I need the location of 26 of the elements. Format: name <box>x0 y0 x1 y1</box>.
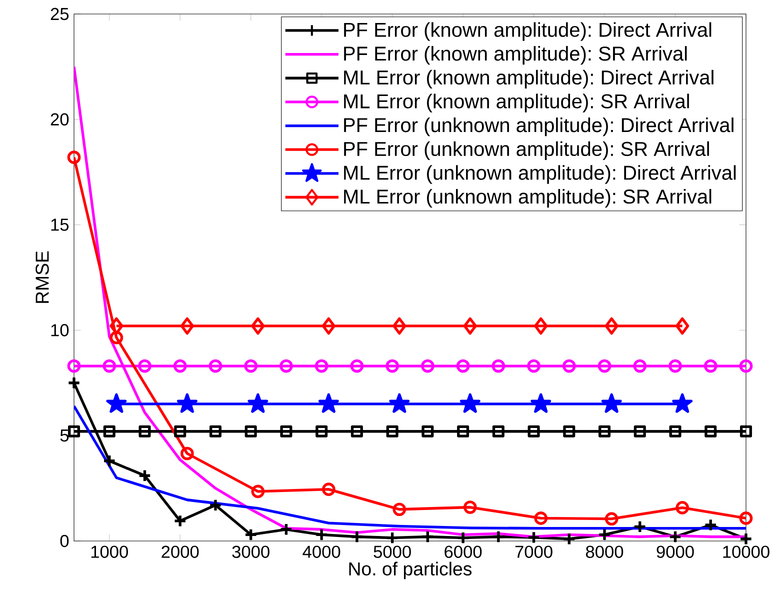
legend-label: ML Error (known amplitude): Direct Arrival <box>344 70 714 89</box>
x-tick-label: 3000 <box>232 546 270 558</box>
x-tick-label: 10000 <box>723 546 770 558</box>
x-tick-label: 1000 <box>91 546 128 558</box>
x-tick-label: 8000 <box>586 546 624 558</box>
x-axis-title: No. of particles <box>349 562 472 580</box>
x-tick-label: 6000 <box>444 546 482 558</box>
y-axis-title: RMSE <box>36 251 49 303</box>
legend-label: PF Error (unknown amplitude): Direct Arrival <box>344 118 734 136</box>
legend-label: ML Error (unknown amplitude): SR Arrival <box>344 189 712 208</box>
x-tick-label: 9000 <box>656 546 694 558</box>
legend-label: PF Error (known amplitude): SR Arrival <box>344 46 687 65</box>
legend-label: ML Error (unknown amplitude): Direct Arrival <box>344 165 736 184</box>
y-tick-label: 5 <box>60 430 69 442</box>
x-tick-label: 7000 <box>515 546 552 558</box>
y-tick-label: 10 <box>51 324 69 336</box>
y-tick-label: 0 <box>60 534 69 548</box>
legend-label: PF Error (known amplitude): Direct Arrival <box>344 22 712 41</box>
legend-label: ML Error (known amplitude): SR Arrival <box>344 94 689 112</box>
y-tick-label: 15 <box>51 218 69 231</box>
legend-label: PF Error (unknown amplitude): SR Arrival <box>344 141 709 160</box>
y-tick-label: 20 <box>50 113 69 126</box>
x-tick-label: 4000 <box>302 546 340 558</box>
y-tick-label: 25 <box>50 8 69 20</box>
x-tick-label: 2000 <box>162 546 199 558</box>
x-tick-label: 5000 <box>374 546 411 558</box>
